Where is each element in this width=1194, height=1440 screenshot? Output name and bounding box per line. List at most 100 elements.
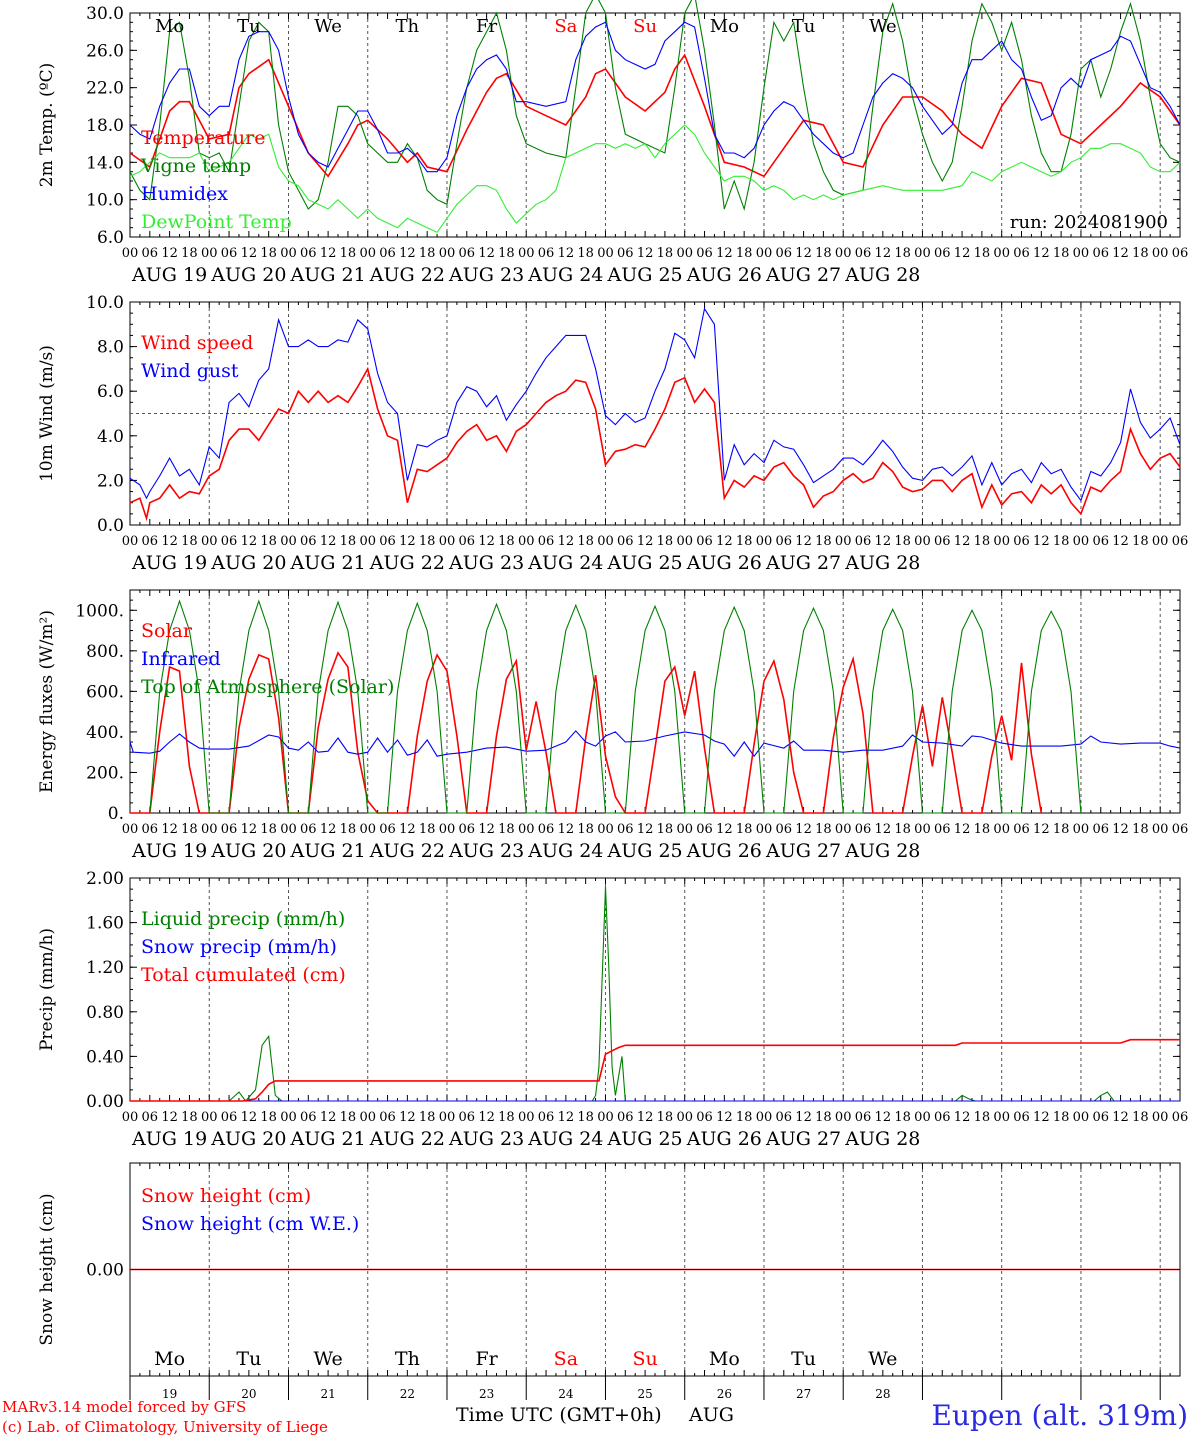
hour-tick-label: 00 <box>1152 1110 1169 1125</box>
hour-tick-label: 12 <box>795 534 812 549</box>
hour-tick-label: 18 <box>498 1110 515 1125</box>
date-label: AUG 25 <box>607 1128 683 1150</box>
hour-tick-label: 00 <box>280 1110 297 1125</box>
hour-tick-label: 06 <box>1172 822 1189 837</box>
hour-tick-label: 00 <box>756 534 773 549</box>
date-label: AUG 19 <box>131 552 207 574</box>
date-label: AUG 19 <box>131 840 207 862</box>
hour-tick-label: 06 <box>538 1110 555 1125</box>
hour-tick-label: 18 <box>260 1110 277 1125</box>
hour-tick-label: 06 <box>459 1110 476 1125</box>
hour-tick-label: 18 <box>260 534 277 549</box>
credit-line-2: (c) Lab. of Climatology, University of L… <box>2 1418 328 1436</box>
hour-tick-label: 12 <box>875 246 892 261</box>
hour-tick-label: 06 <box>379 1110 396 1125</box>
series-top-of-atmosphere-solar- <box>149 599 1082 814</box>
hour-tick-label: 12 <box>1033 534 1050 549</box>
hour-tick-label: 00 <box>597 822 614 837</box>
hour-tick-label: 18 <box>260 822 277 837</box>
hour-tick-label: 18 <box>340 822 357 837</box>
hour-tick-label: 00 <box>1073 246 1090 261</box>
y-tick-label: 2.0 <box>97 471 124 491</box>
y-tick-label: 2.00 <box>86 869 124 889</box>
credit-line-1: MARv3.14 model forced by GFS <box>2 1398 247 1416</box>
date-label: AUG 20 <box>210 1128 286 1150</box>
hour-tick-label: 18 <box>1053 1110 1070 1125</box>
date-label: AUG 26 <box>686 264 762 286</box>
date-label: AUG 20 <box>210 840 286 862</box>
day-name: Tu <box>237 16 261 37</box>
hour-tick-label: 12 <box>478 534 495 549</box>
hour-tick-label: 06 <box>934 534 951 549</box>
hour-tick-label: 18 <box>419 534 436 549</box>
hour-tick-label: 06 <box>142 534 159 549</box>
hour-tick-label: 18 <box>894 534 911 549</box>
day-number: 23 <box>479 1387 494 1401</box>
hour-tick-label: 00 <box>676 822 693 837</box>
hour-tick-label: 18 <box>974 246 991 261</box>
hour-tick-label: 06 <box>934 246 951 261</box>
hour-tick-label: 18 <box>894 822 911 837</box>
hour-tick-label: 18 <box>577 534 594 549</box>
panel-3 <box>129 589 1181 814</box>
date-label: AUG 25 <box>607 552 683 574</box>
date-label: AUG 22 <box>369 552 445 574</box>
hour-tick-label: 12 <box>161 534 178 549</box>
y-tick-label: 6.0 <box>97 228 124 248</box>
legend-entry: Snow height (cm W.E.) <box>141 1213 359 1235</box>
hour-tick-label: 00 <box>1073 534 1090 549</box>
hour-tick-label: 00 <box>201 1110 218 1125</box>
hour-tick-label: 06 <box>1092 822 1109 837</box>
day-name: Sa <box>554 16 577 37</box>
hour-tick-label: 18 <box>577 1110 594 1125</box>
hour-tick-label: 06 <box>617 1110 634 1125</box>
hour-tick-label: 00 <box>201 534 218 549</box>
hour-tick-label: 00 <box>359 822 376 837</box>
hour-tick-label: 18 <box>340 1110 357 1125</box>
hour-tick-label: 18 <box>894 246 911 261</box>
hour-tick-label: 12 <box>558 534 575 549</box>
hour-tick-label: 00 <box>359 246 376 261</box>
day-name: Fr <box>476 16 497 37</box>
day-name: Tu <box>792 16 816 37</box>
hour-tick-label: 12 <box>1033 822 1050 837</box>
hour-tick-label: 18 <box>1053 822 1070 837</box>
hour-tick-label: 12 <box>716 822 733 837</box>
date-label: AUG 22 <box>369 264 445 286</box>
hour-tick-label: 00 <box>676 534 693 549</box>
hour-tick-label: 18 <box>577 246 594 261</box>
hour-tick-label: 12 <box>637 1110 654 1125</box>
hour-tick-label: 18 <box>894 1110 911 1125</box>
date-label: AUG 25 <box>607 264 683 286</box>
hour-tick-label: 12 <box>875 1110 892 1125</box>
day-name: Tu <box>791 1348 816 1370</box>
hour-tick-label: 12 <box>795 1110 812 1125</box>
y-tick-label: 26.0 <box>86 41 124 61</box>
date-label: AUG 26 <box>686 840 762 862</box>
legend-entry: Top of Atmosphere (Solar) <box>141 676 394 698</box>
legend-entry: Wind speed <box>141 332 253 354</box>
hour-tick-label: 00 <box>993 246 1010 261</box>
day-number: 21 <box>320 1387 335 1401</box>
series-total-cumulated-cm- <box>130 1038 1180 1102</box>
hour-tick-label: 12 <box>1112 246 1129 261</box>
day-name: We <box>314 16 342 37</box>
hour-tick-label: 06 <box>1013 534 1030 549</box>
hour-tick-label: 00 <box>835 822 852 837</box>
hour-tick-label: 12 <box>795 822 812 837</box>
hour-tick-label: 00 <box>518 822 535 837</box>
hour-tick-label: 06 <box>221 822 238 837</box>
day-number: 20 <box>241 1387 256 1401</box>
hour-tick-label: 00 <box>359 1110 376 1125</box>
hour-tick-label: 18 <box>419 1110 436 1125</box>
hour-tick-label: 12 <box>399 1110 416 1125</box>
hour-tick-label: 12 <box>558 1110 575 1125</box>
hour-tick-label: 06 <box>696 822 713 837</box>
date-label: AUG 28 <box>844 264 920 286</box>
day-number: 27 <box>796 1387 811 1401</box>
day-name: Fr <box>475 1348 498 1370</box>
date-label: AUG 28 <box>844 1128 920 1150</box>
legend-entry: Humidex <box>141 183 228 205</box>
hour-tick-label: 12 <box>320 822 337 837</box>
time-axis-label: Time UTC (GMT+0h) <box>456 1404 662 1426</box>
